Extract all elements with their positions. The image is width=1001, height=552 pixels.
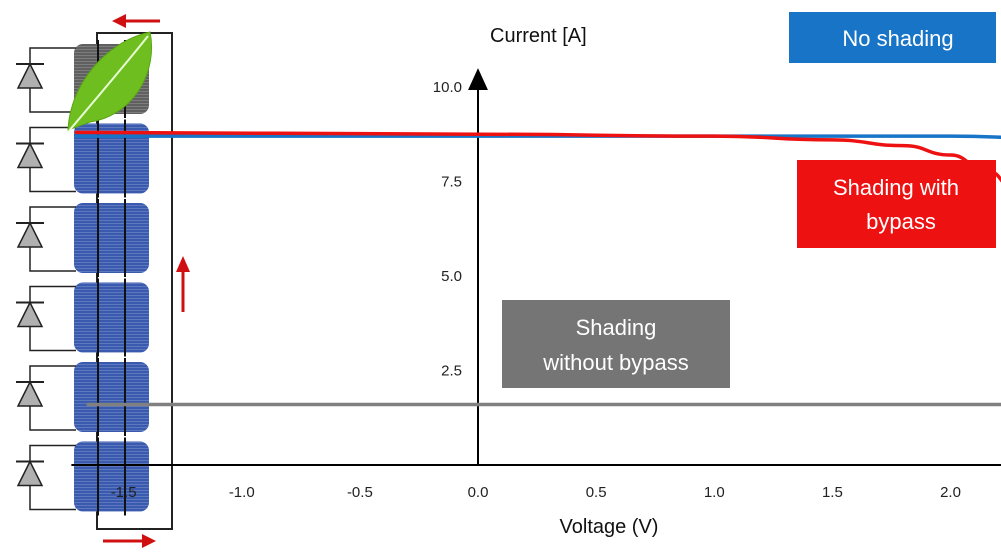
x-tick-label: 1.0 (704, 484, 725, 501)
series-lines (74, 130, 1001, 407)
legend-shading-with-bypass-line2: bypass (866, 209, 936, 234)
x-tick-label: -1.5 (111, 484, 137, 501)
y-tick-label: 7.5 (441, 174, 462, 191)
solar-cell (74, 437, 149, 516)
diode-icon (16, 444, 76, 511)
series-line-shading-with-bypass (74, 130, 1001, 183)
solar-module-circuit (16, 14, 190, 548)
y-tick-labels: 2.5 5.0 7.5 10.0 (433, 79, 462, 380)
diode-icon (16, 126, 76, 193)
x-tick-labels: -1.5-1.0-0.50.00.51.01.52.02.53.03.5 (111, 484, 961, 501)
y-tick-label: 5.0 (441, 268, 462, 285)
legend-shading-with-bypass-box (797, 160, 996, 248)
legend-shading-with-bypass-line1: Shading with (833, 175, 959, 200)
arrow-icon (176, 256, 190, 312)
leaf-icon (67, 31, 152, 133)
diode-icon (16, 285, 76, 352)
x-tick-label: -1.0 (229, 484, 255, 501)
arrow-icon (112, 14, 160, 28)
x-tick-label: -0.5 (347, 484, 373, 501)
iv-curve-chart: -1.5-1.0-0.50.00.51.01.52.02.53.03.5 2.5… (71, 12, 1001, 538)
solar-cell (74, 358, 149, 436)
x-tick-label: 1.5 (822, 484, 843, 501)
x-axis-title: Voltage (V) (560, 516, 659, 538)
y-tick-label: 10.0 (433, 79, 462, 96)
legend-shading-without-bypass-line2: without bypass (542, 350, 689, 375)
legend-no-shading-label: No shading (842, 26, 953, 51)
diode-icon (16, 365, 76, 431)
cell-column (74, 40, 149, 516)
legend-shading-with-bypass: Shading with bypass (797, 160, 996, 248)
bypass-diode-column (16, 47, 76, 511)
legend-shading-without-bypass-box (502, 300, 730, 388)
diode-icon (16, 47, 76, 113)
x-tick-label: 0.5 (586, 484, 607, 501)
legend-shading-without-bypass: Shading without bypass (502, 300, 730, 388)
y-tick-label: 2.5 (441, 363, 462, 380)
arrow-icon (103, 534, 156, 548)
solar-cell (74, 199, 149, 277)
x-tick-label: 0.0 (468, 484, 489, 501)
legend-no-shading-box (789, 12, 996, 63)
legend-no-shading: No shading (789, 12, 996, 63)
y-axis-title: Current [A] (490, 25, 587, 47)
x-tick-label: 2.0 (940, 484, 961, 501)
solar-cell (74, 278, 149, 357)
diode-icon (16, 206, 76, 272)
legend-shading-without-bypass-line1: Shading (576, 315, 657, 340)
